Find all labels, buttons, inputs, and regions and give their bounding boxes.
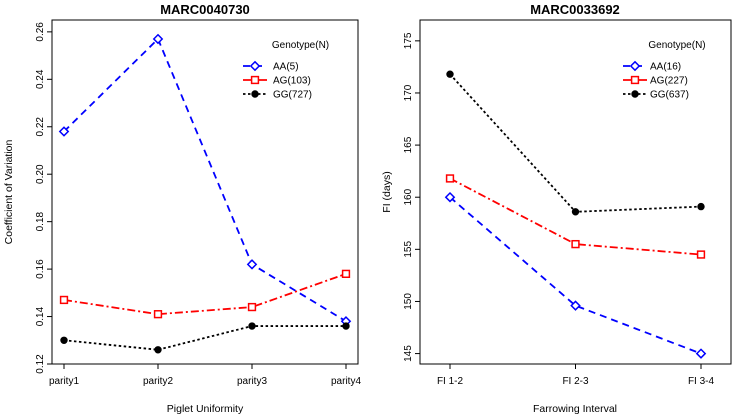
y-tick-label: 0.20 <box>35 164 46 184</box>
x-tick-label: parity4 <box>331 376 361 387</box>
x-tick-label: FI 2-3 <box>562 376 589 387</box>
x-axis-label: Farrowing Interval <box>533 403 617 415</box>
data-point <box>697 202 705 211</box>
series-line <box>63 272 347 316</box>
y-tick-label: 0.16 <box>35 259 46 279</box>
legend-swatch-marker <box>629 60 641 72</box>
chart-title: MARC0040730 <box>160 2 250 17</box>
data-point <box>695 348 707 359</box>
data-point <box>446 70 454 78</box>
x-tick-label: FI 1-2 <box>437 376 464 387</box>
legend-swatch-marker <box>251 90 259 98</box>
x-tick-label: FI 3-4 <box>688 376 715 387</box>
data-point <box>60 336 68 344</box>
data-point <box>248 322 256 330</box>
data-point <box>696 250 706 259</box>
data-point <box>152 33 164 45</box>
y-tick-label: 155 <box>403 241 414 258</box>
series-line <box>449 177 702 256</box>
legend-swatch-marker <box>630 75 640 85</box>
x-tick-label: parity3 <box>237 376 267 387</box>
y-tick-label: 160 <box>403 188 414 205</box>
y-axis-label: FI (days) <box>381 171 393 212</box>
series-line <box>449 196 702 355</box>
plot-frame <box>419 19 732 365</box>
data-point <box>445 174 455 183</box>
legend-swatch-marker <box>250 75 260 85</box>
y-tick-label: 165 <box>403 136 414 153</box>
legend-entry-label: AA(16) <box>650 62 681 73</box>
data-point <box>341 269 351 278</box>
x-tick-label: parity1 <box>49 376 79 387</box>
y-tick-label: 170 <box>403 84 414 101</box>
data-point <box>153 310 163 319</box>
legend-title: Genotype(N) <box>272 40 329 51</box>
y-tick-label: 0.26 <box>35 22 46 42</box>
series-line <box>63 37 347 323</box>
legend-swatch-marker <box>631 90 639 98</box>
y-tick-label: 0.12 <box>35 354 46 374</box>
y-tick-label: 0.22 <box>35 117 46 137</box>
y-tick-label: 0.14 <box>35 306 46 326</box>
chart-title: MARC0033692 <box>530 2 620 17</box>
y-tick-label: 0.24 <box>35 69 46 89</box>
y-axis-label: Coefficient of Variation <box>3 140 15 245</box>
y-tick-label: 145 <box>403 345 414 362</box>
legend-title: Genotype(N) <box>648 40 705 51</box>
x-axis-label: Piglet Uniformity <box>167 403 244 415</box>
data-point <box>444 191 456 203</box>
data-point <box>154 346 162 354</box>
data-point <box>246 259 258 270</box>
data-point <box>342 322 350 330</box>
data-point <box>571 239 580 249</box>
y-tick-label: 150 <box>403 293 414 310</box>
plot-frame <box>51 19 359 365</box>
legend-entry-label: GG(727) <box>273 90 312 101</box>
data-point <box>570 300 581 311</box>
y-tick-label: 0.18 <box>35 211 46 231</box>
y-tick-label: 175 <box>403 32 414 49</box>
legend-entry-label: AA(5) <box>273 62 299 73</box>
data-point <box>571 208 580 216</box>
legend-swatch-marker <box>249 60 261 72</box>
legend-entry-label: GG(637) <box>650 90 689 101</box>
data-point <box>59 295 69 305</box>
data-point <box>58 126 70 137</box>
legend-entry-label: AG(103) <box>273 76 311 87</box>
data-point <box>247 302 257 312</box>
series-line <box>63 325 346 351</box>
x-tick-label: parity2 <box>143 376 173 387</box>
legend-entry-label: AG(227) <box>650 76 688 87</box>
